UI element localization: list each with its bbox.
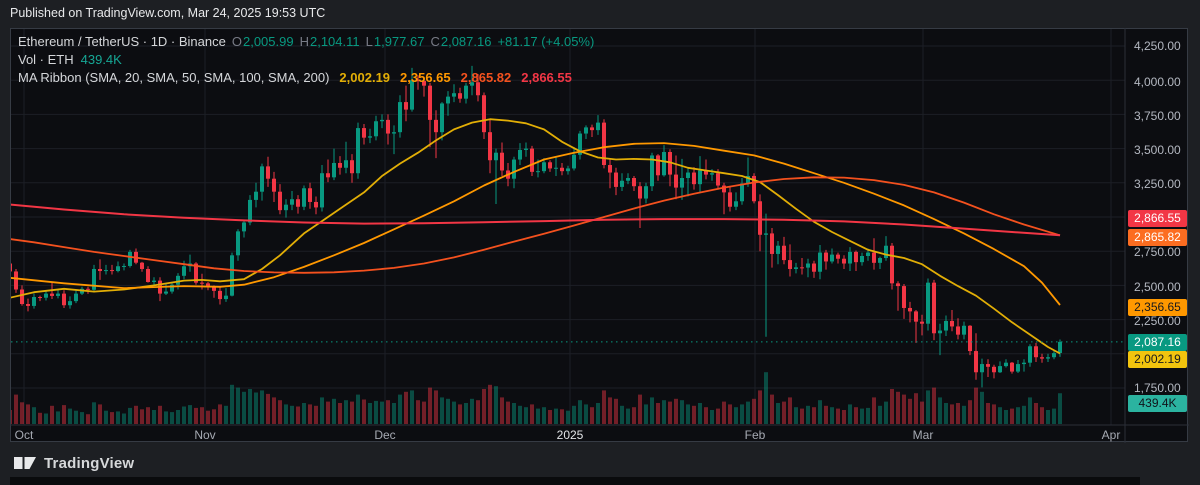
volume-label[interactable]: Vol · ETH <box>18 52 74 67</box>
volume-row: Vol · ETH 439.4K <box>18 51 594 69</box>
sma20-price-badge: 2,002.19 <box>1128 350 1187 368</box>
price-tick-label: 4,250.00 <box>1134 39 1181 53</box>
high-value: 2,104.11 <box>309 34 360 49</box>
close-value: 2,087.16 <box>440 34 492 49</box>
time-tick-label: Feb <box>744 428 766 442</box>
time-tick-label: 2025 <box>556 428 584 442</box>
last-price-badge: 2,087.16 <box>1128 333 1187 351</box>
time-tick-label: Nov <box>194 428 216 442</box>
time-tick-label: Dec <box>374 428 396 442</box>
change-value: +81.17 (+4.05%) <box>497 34 595 49</box>
sma200-value: 2,866.55 <box>521 70 572 85</box>
published-bar: Published on TradingView.com, Mar 24, 20… <box>0 0 1200 27</box>
sma50-value: 2,356.65 <box>400 70 451 85</box>
bottom-edge-strip <box>10 477 1140 485</box>
low-value: 1,977.67 <box>373 34 425 49</box>
tradingview-logo-icon <box>14 456 36 469</box>
close-label: C <box>430 34 440 49</box>
open-label: O <box>231 34 242 49</box>
price-tick-label: 2,500.00 <box>1134 280 1181 294</box>
sma200-price-badge: 2,866.55 <box>1128 209 1187 227</box>
chart-legend: Ethereum / TetherUS · 1D · Binance O2,005… <box>18 33 594 87</box>
low-label: L <box>365 34 373 49</box>
ma-ribbon-label[interactable]: MA Ribbon (SMA, 20, SMA, 50, SMA, 100, S… <box>18 70 330 85</box>
price-tick-label: 1,750.00 <box>1134 381 1181 395</box>
volume-value: 439.4K <box>80 52 122 67</box>
sma50-price-badge: 2,356.65 <box>1128 298 1187 316</box>
price-tick-label: 3,750.00 <box>1134 109 1181 123</box>
time-tick-label: Apr <box>1101 428 1121 442</box>
time-tick-label: Oct <box>14 428 34 442</box>
sma100-value: 2,865.82 <box>460 70 512 85</box>
chart-panel <box>10 28 1188 442</box>
price-tick-label: 3,250.00 <box>1134 177 1181 191</box>
sma100-price-badge: 2,865.82 <box>1128 228 1187 246</box>
volume-badge: 439.4K <box>1128 394 1187 412</box>
price-tick-label: 2,750.00 <box>1134 245 1181 259</box>
price-tick-label: 3,500.00 <box>1134 143 1181 157</box>
high-label: H <box>299 34 309 49</box>
ma-ribbon-row: MA Ribbon (SMA, 20, SMA, 50, SMA, 100, S… <box>18 69 594 87</box>
tradingview-wordmark: TradingView <box>44 454 135 472</box>
open-value: 2,005.99 <box>242 34 294 49</box>
symbol-title[interactable]: Ethereum / TetherUS · 1D · Binance <box>18 34 226 49</box>
price-tick-label: 2,250.00 <box>1134 314 1181 328</box>
sma20-value: 2,002.19 <box>339 70 391 85</box>
time-tick-label: Mar <box>912 428 934 442</box>
published-text: Published on TradingView.com, Mar 24, 20… <box>10 6 326 20</box>
symbol-row: Ethereum / TetherUS · 1D · Binance O2,005… <box>18 33 594 51</box>
footer-brand[interactable]: TradingView <box>14 451 134 475</box>
price-tick-label: 4,000.00 <box>1134 75 1181 89</box>
